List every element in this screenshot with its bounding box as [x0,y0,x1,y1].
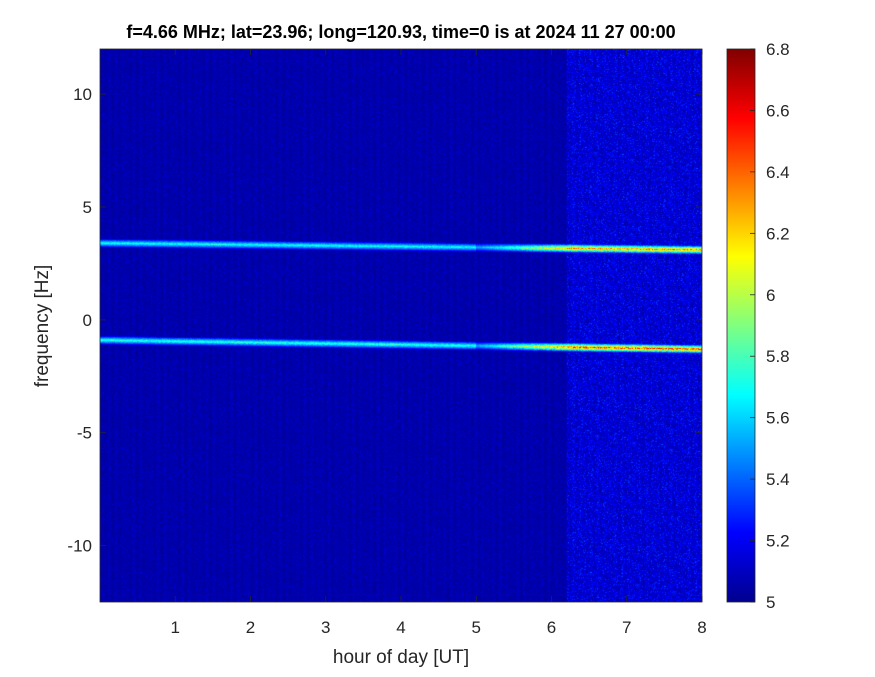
y-tick-label: -10 [67,537,92,556]
colorbar-tick-label: 6 [766,286,775,305]
y-tick-label: 5 [83,198,92,217]
colorbar-tick-label: 5.4 [766,470,790,489]
x-axis: 1 2 3 4 5 6 7 8 [171,49,707,637]
x-axis-label: hour of day [UT] [333,647,469,668]
x-tick-label: 5 [472,618,481,637]
x-tick-label: 1 [171,618,180,637]
y-axis: -10 -5 0 5 10 [67,85,702,556]
colorbar-tick-label: 6.4 [766,163,790,182]
colorbar-gradient [726,48,756,603]
x-tick-label: 3 [321,618,330,637]
y-tick-label: 10 [73,85,92,104]
colorbar-tick-label: 6.6 [766,101,790,120]
spectrogram-heatmap [100,49,702,602]
x-tick-label: 8 [697,618,706,637]
y-tick-label: -5 [77,424,92,443]
y-tick-label: 0 [83,311,92,330]
colorbar-tick-label: 5.2 [766,532,790,551]
y-axis-label: frequency [Hz] [32,265,53,388]
colorbar-tick-label: 5.8 [766,347,790,366]
colorbar-tick-label: 6.2 [766,224,790,243]
x-tick-label: 6 [547,618,556,637]
colorbar-ticks: 5 5.2 5.4 5.6 5.8 6 6.2 6.4 6.6 6.8 [750,40,790,612]
chart-title: f=4.66 MHz; lat=23.96; long=120.93, time… [126,22,675,42]
colorbar-tick-label: 5.6 [766,409,790,428]
colorbar-tick-label: 6.8 [766,40,790,59]
spectrogram-plot-area [99,48,703,603]
x-tick-label: 2 [246,618,255,637]
x-tick-label: 7 [622,618,631,637]
x-tick-label: 4 [396,618,405,637]
colorbar-tick-label: 5 [766,593,775,612]
colorbar: 5 5.2 5.4 5.6 5.8 6 6.2 6.4 6.6 6.8 [726,40,790,612]
